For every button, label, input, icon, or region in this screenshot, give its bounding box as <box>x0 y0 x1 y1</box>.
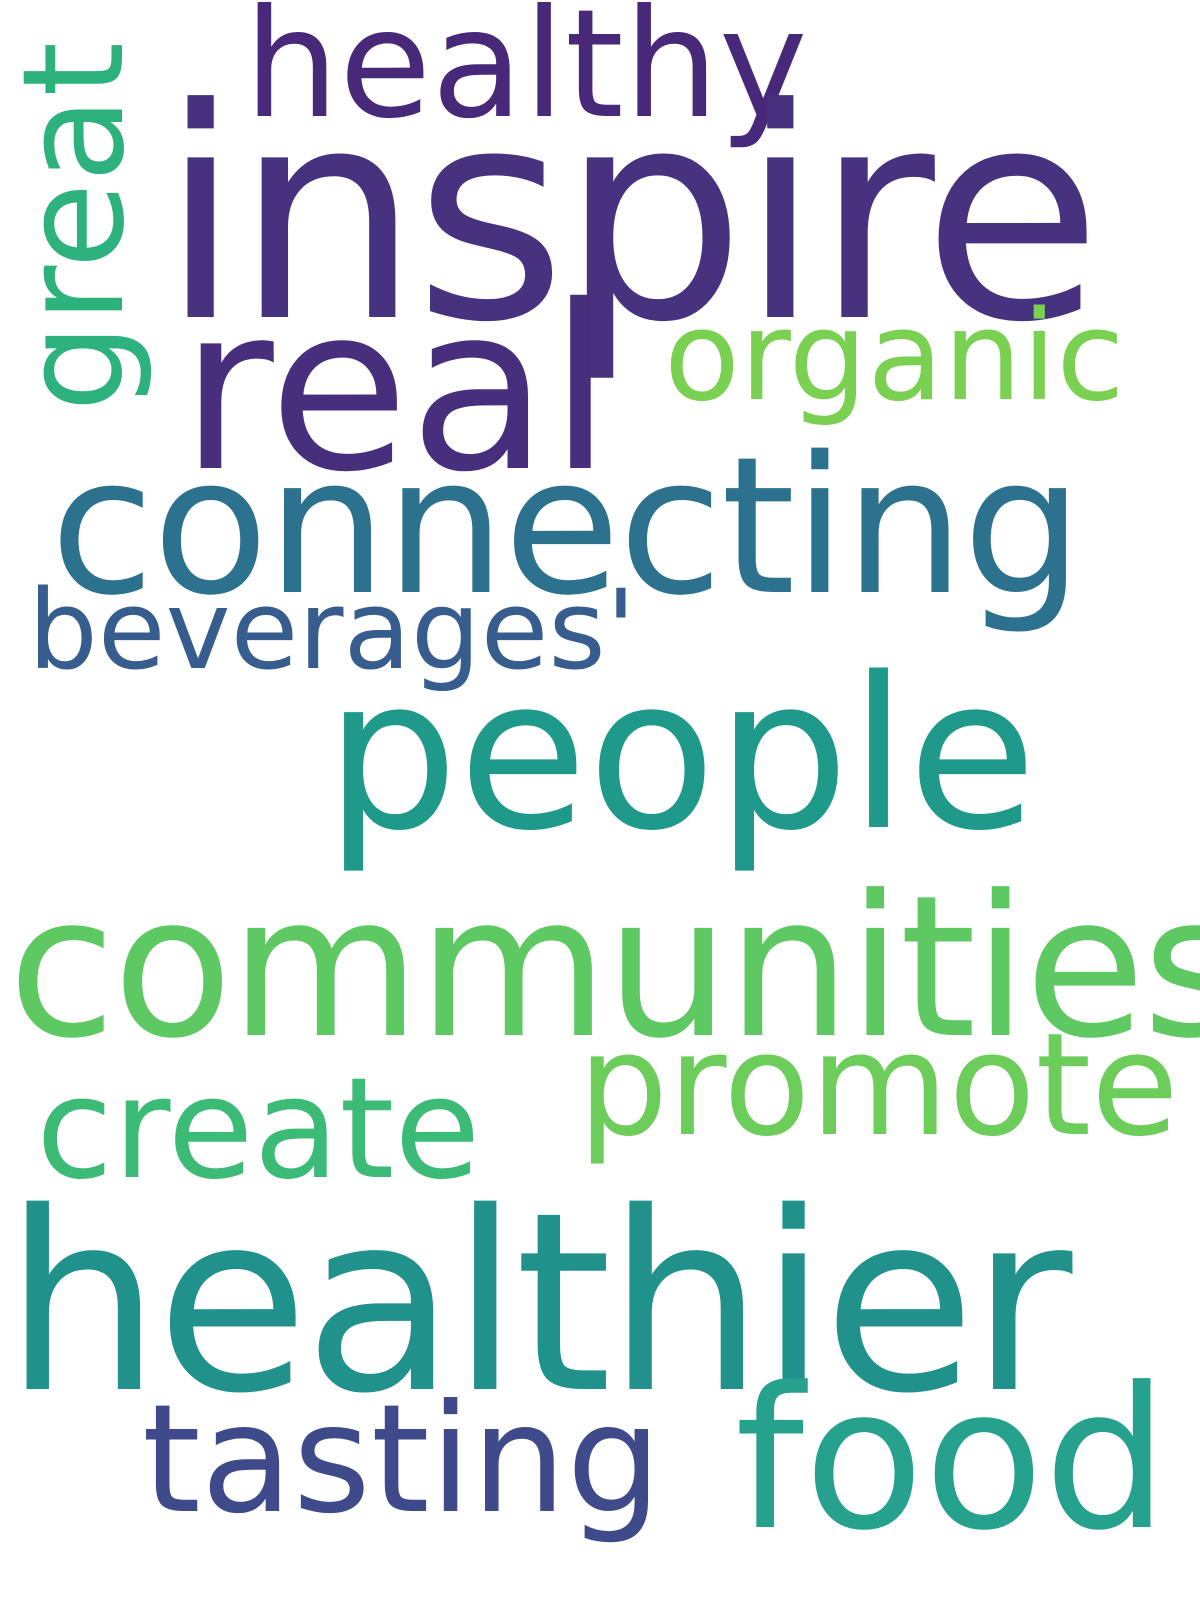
word-great: great <box>0 41 156 412</box>
word-beverages: beverages' <box>28 566 636 694</box>
word-tasting: tasting <box>142 1373 662 1547</box>
word-food: food <box>735 1346 1169 1574</box>
word-people: people <box>325 632 1037 877</box>
word-healthy: healthy <box>244 0 808 152</box>
word-organic: organic <box>664 285 1125 429</box>
word-communities: communities <box>8 854 1200 1082</box>
word-promote: promote <box>578 1003 1179 1168</box>
word-inspire: inspire <box>160 46 1102 386</box>
word-real: real <box>180 256 613 522</box>
word-connecting: connecting <box>50 416 1083 637</box>
word-healthier: healthier <box>4 1160 1072 1448</box>
word-create: create <box>36 1048 481 1211</box>
